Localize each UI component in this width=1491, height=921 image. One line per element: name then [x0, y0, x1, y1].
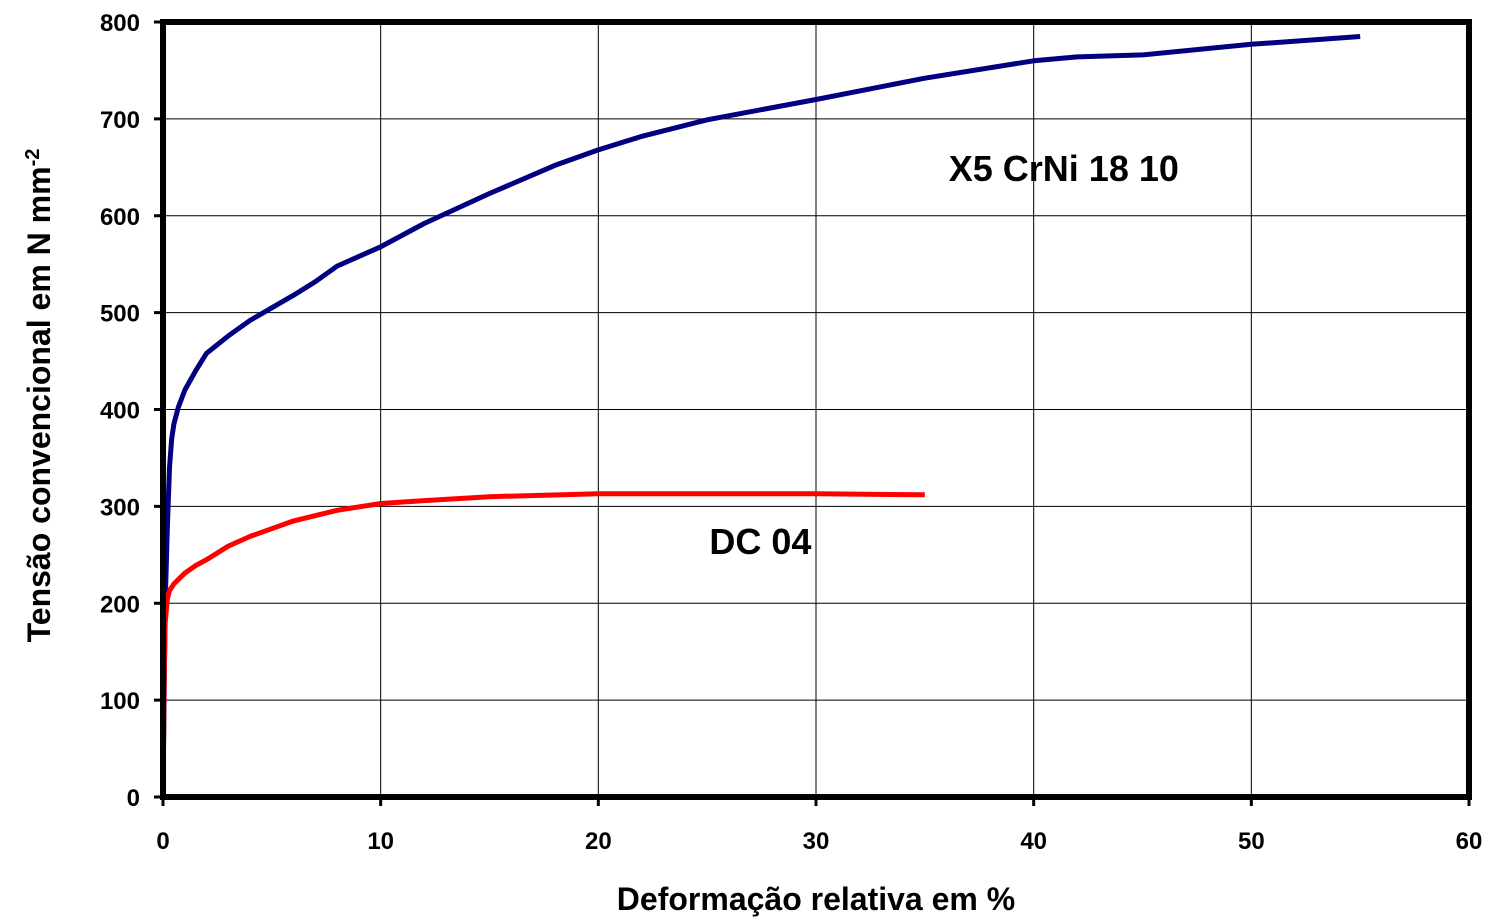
- annotations: X5 CrNi 18 10 DC 04: [709, 148, 1179, 562]
- x-tick-label-2: 20: [585, 828, 612, 855]
- y-axis-title: Tensão convencional em N mm-2: [21, 149, 57, 643]
- grid-lines: [162, 21, 1470, 798]
- x-tick-label-3: 30: [803, 828, 830, 855]
- series-line-0: [160, 34, 1361, 798]
- y-tick-label-7: 700: [100, 107, 140, 134]
- y-axis-title-main: Tensão convencional em N mm: [21, 166, 57, 642]
- x-tick-label-4: 40: [1020, 828, 1047, 855]
- y-tick-label-1: 100: [100, 688, 140, 715]
- x-tick-label-5: 50: [1238, 828, 1265, 855]
- annotation-label-0: X5 CrNi 18 10: [949, 148, 1179, 189]
- y-tick-label-2: 200: [100, 591, 140, 618]
- y-axis-title-superscript: -2: [22, 149, 44, 167]
- x-tick-label-1: 10: [367, 828, 394, 855]
- series-lines: [160, 34, 1361, 798]
- y-tick-label-4: 400: [100, 398, 140, 425]
- y-tick-label-3: 300: [100, 494, 140, 521]
- y-tick-label-0: 0: [127, 785, 140, 812]
- y-tick-label-5: 500: [100, 301, 140, 328]
- series-line-1: [160, 491, 925, 798]
- x-axis-title: Deformação relativa em %: [617, 881, 1015, 917]
- y-tick-label-8: 800: [100, 10, 140, 37]
- x-tick-label-6: 60: [1456, 828, 1483, 855]
- x-tick-label-0: 0: [156, 828, 169, 855]
- y-tick-label-6: 600: [100, 204, 140, 231]
- annotation-label-1: DC 04: [709, 521, 811, 562]
